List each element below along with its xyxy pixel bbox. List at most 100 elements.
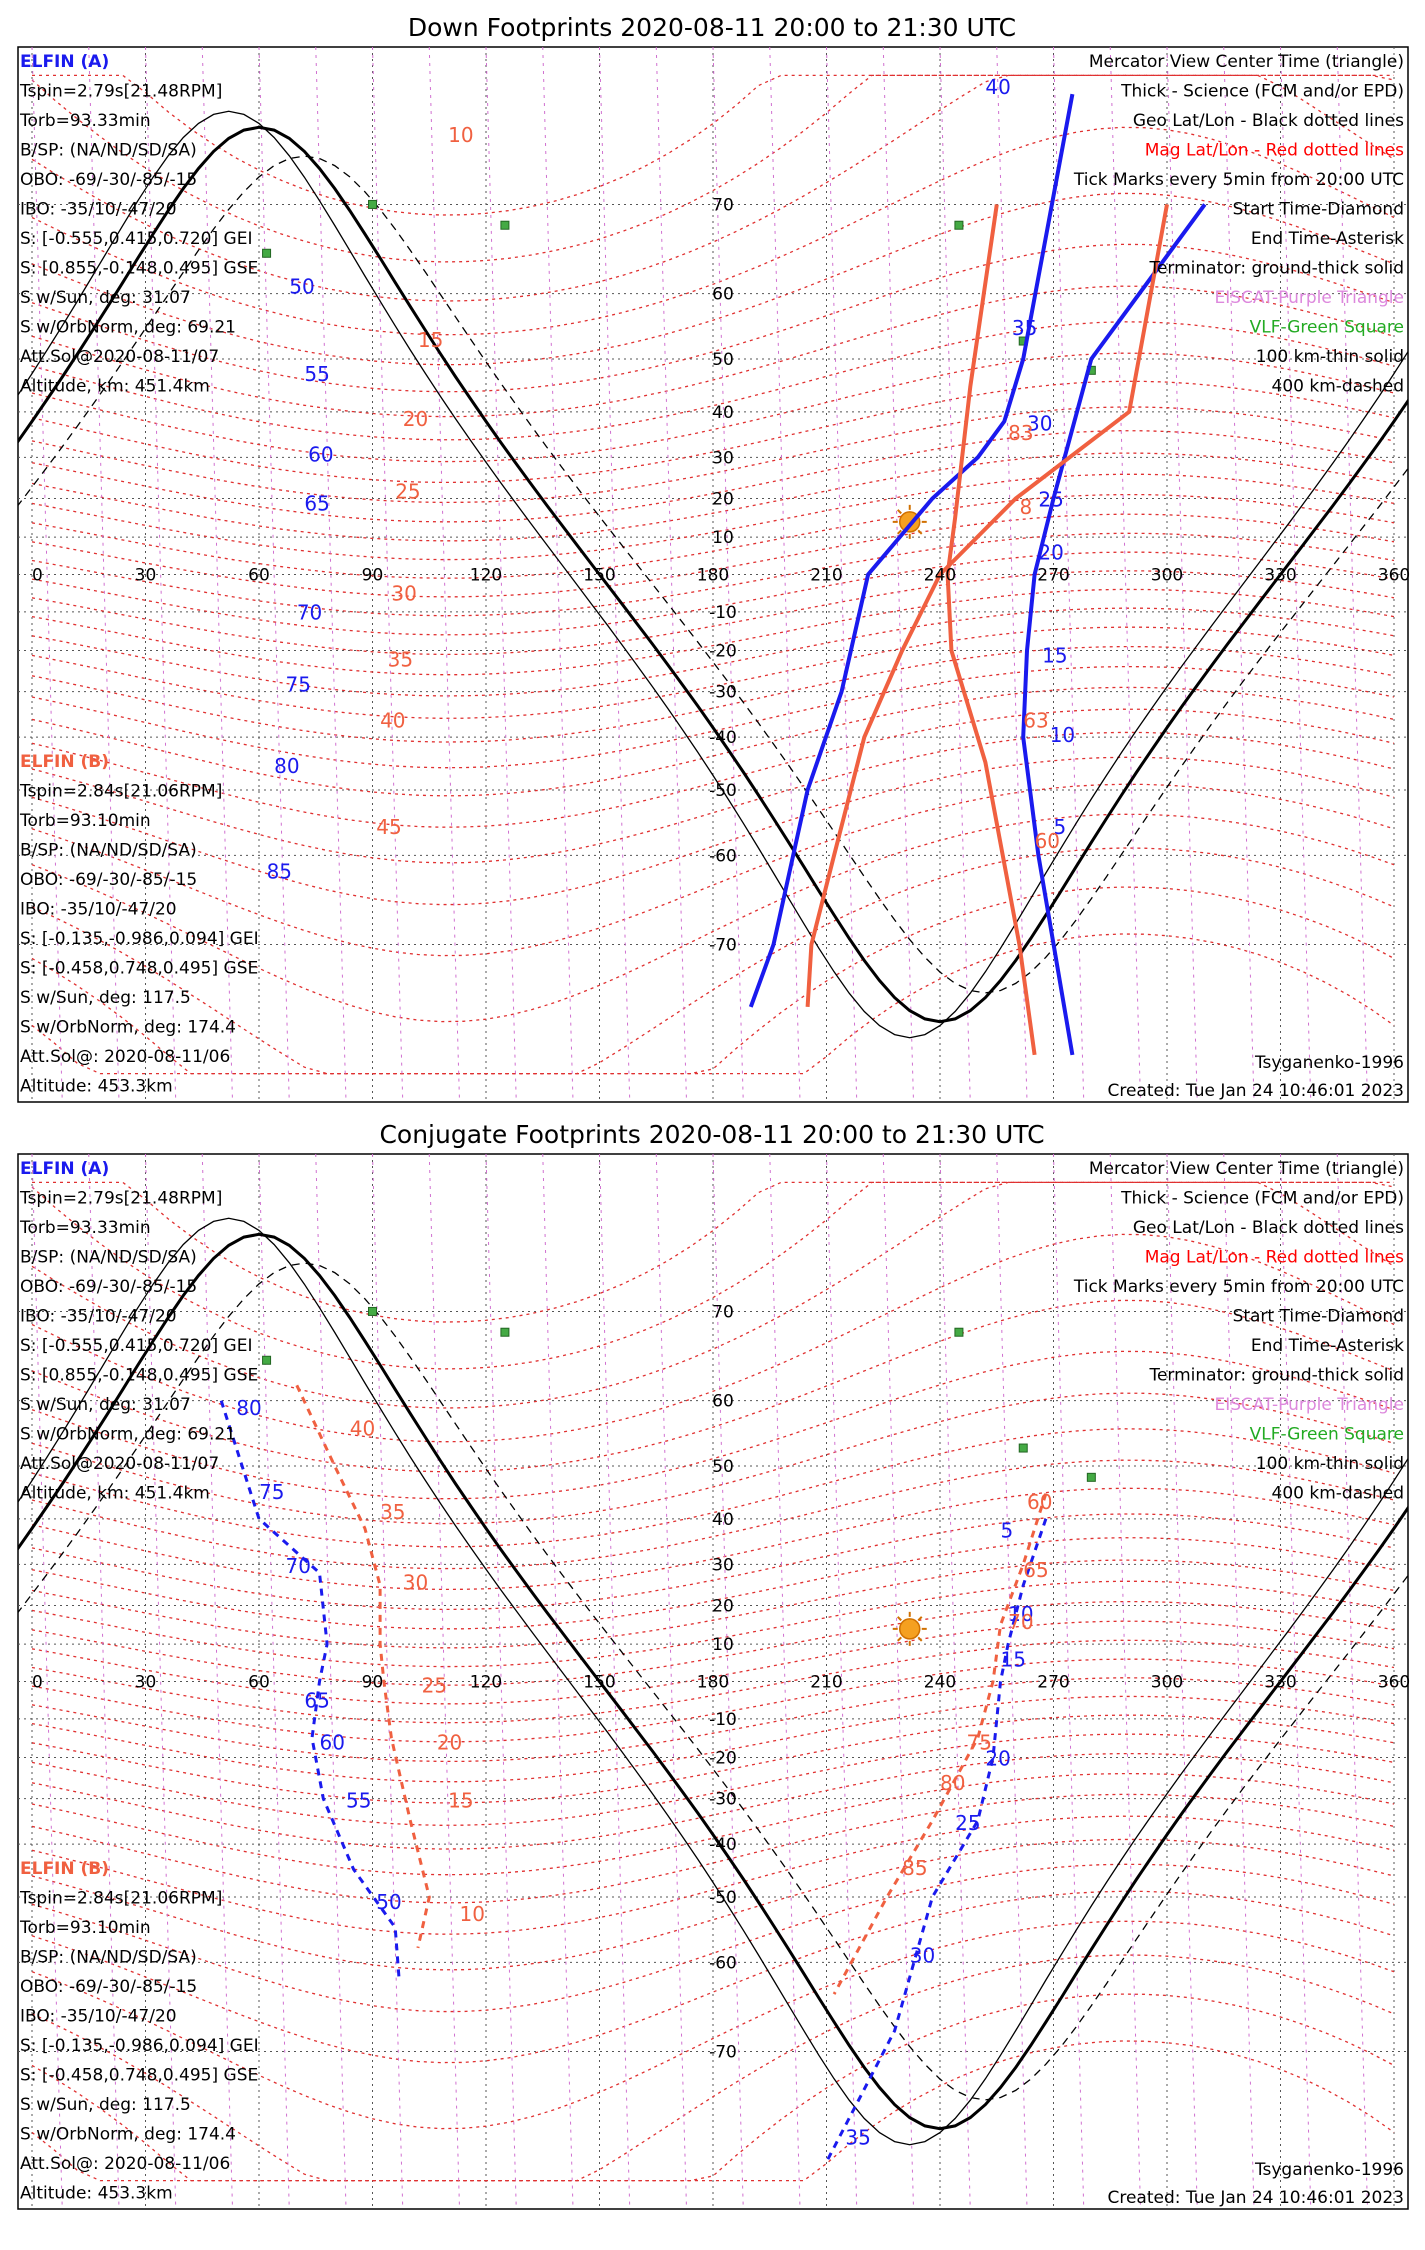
- elfin-a-tick-label: 15: [1001, 1648, 1026, 1672]
- lon-tick-label: 240: [924, 566, 956, 586]
- elfin-a-info-line: Torb=93.33min: [19, 111, 151, 131]
- lat-tick-label: 30: [712, 1555, 734, 1575]
- down-annotations: 5055606570758085403530252015105101520253…: [19, 52, 1410, 1101]
- sun-icon: [892, 1611, 927, 1646]
- legend-line: 400 km-dashed: [1272, 1484, 1404, 1504]
- vlf-station-square: [500, 1327, 510, 1337]
- mag-lat-line: [31, 74, 1395, 263]
- elfin-a-tick-label: 65: [304, 491, 329, 515]
- lon-tick-label: 180: [697, 566, 729, 586]
- legend-line: VLF-Green Square: [1250, 1425, 1404, 1445]
- legend-line: Geo Lat/Lon - Black dotted lines: [1133, 111, 1404, 131]
- elfin-a-info-line: S: [0.855,-0.148,0.495] GSE: [20, 1366, 258, 1386]
- lon-tick-label: 30: [135, 566, 157, 586]
- elfin-a-tick-label: 50: [376, 1890, 401, 1914]
- elfin-a-tick-label: 20: [1038, 541, 1063, 565]
- elfin-b-tick-label: 8: [1019, 495, 1032, 519]
- elfin-a-tick-label: 55: [346, 1788, 371, 1812]
- terminator-ground: [18, 1232, 1408, 2131]
- sun-disc: [898, 1618, 921, 1640]
- elfin-a-tick-label: 70: [285, 1554, 310, 1578]
- legend-line: Tick Marks every 5min from 20:00 UTC: [1073, 1277, 1404, 1297]
- lon-tick-label: 300: [1151, 566, 1183, 586]
- elfin-b-info-line: S w/OrbNorm, deg: 174.4: [20, 2125, 236, 2145]
- mag-lat-line: [31, 1181, 1395, 1370]
- elfin-b-tick-label: 10: [460, 1902, 485, 1926]
- mag-lat-line: [31, 1954, 1395, 2182]
- elfin-b-tick-label: 70: [1008, 1610, 1033, 1634]
- mag-lat-line: [31, 406, 1395, 504]
- mag-lat-line: [31, 847, 1395, 1075]
- terminator: [18, 110, 1408, 1039]
- sun-ray: [897, 1616, 902, 1622]
- elfin-b-track-west: [295, 1384, 431, 1949]
- terminator-100km: [18, 110, 1408, 1039]
- mag-lat-line: [31, 1459, 1395, 1570]
- elfin-b-info-line: S: [-0.458,0.748,0.495] GSE: [20, 959, 258, 979]
- elfin-a-info-line: Att.Sol@2020-08-11/07: [20, 1454, 219, 1474]
- elfin-b-tick-label: 15: [418, 328, 443, 352]
- legend-line: EISCAT-Purple Triangle: [1214, 288, 1404, 308]
- elfin-b-info-line: S: [-0.135,-0.986,0.094] GEI: [20, 2036, 259, 2056]
- elfin-b-track-east: [945, 204, 1037, 1056]
- mag-lat-line: [31, 1695, 1395, 1783]
- mag-lat-line: [31, 473, 1395, 561]
- legend-line: Geo Lat/Lon - Black dotted lines: [1133, 1218, 1404, 1238]
- elfin-b-tick-label: 25: [395, 480, 420, 504]
- elfin-a-tick-label: 60: [320, 1731, 345, 1755]
- mag-lat-line: [31, 551, 1395, 636]
- elfin-b-info-line: IBO: -35/10/-47/20: [20, 2007, 177, 2027]
- mag-lat-line: [31, 1772, 1395, 1876]
- mag-lat-line: [31, 1714, 1395, 1804]
- elfin-b-tick-label: 40: [350, 1416, 375, 1440]
- elfin-b-tick-label: 65: [1023, 1558, 1048, 1582]
- elfin-a-info-line: S: [0.855,-0.148,0.495] GSE: [20, 259, 258, 279]
- elfin-b-tick-label: 63: [1023, 709, 1048, 733]
- lon-tick-label: 0: [32, 1673, 43, 1693]
- elfin-b-tick-label: 25: [422, 1674, 447, 1698]
- elfin-a-info-line: S w/Sun, deg: 31.07: [20, 1395, 191, 1415]
- mag-lat-line: [31, 1620, 1395, 1705]
- conjugate-footprints-panel: Conjugate Footprints 2020-08-11 20:00 to…: [17, 1120, 1410, 2210]
- legend-line: Terminator: ground-thick solid: [1148, 259, 1404, 279]
- mag-lat-line: [31, 1639, 1395, 1724]
- lat-tick-label: -40: [709, 1835, 737, 1855]
- mag-lat-line: [31, 1677, 1395, 1763]
- down-footprints-panel: Down Footprints 2020-08-11 20:00 to 21:3…: [17, 13, 1410, 1103]
- vlf-station-square: [954, 1327, 964, 1337]
- mag-lat-line: [31, 532, 1395, 617]
- lat-tick-label: 70: [712, 1302, 734, 1322]
- elfin-b-tick-label: 45: [376, 815, 401, 839]
- lat-tick-label: 20: [712, 1597, 734, 1617]
- elfin-a-info-line: Torb=93.33min: [19, 1218, 151, 1238]
- elfin-a-tick-label: 35: [1012, 316, 1037, 340]
- model-label: Tsyganenko-1996: [1254, 1053, 1404, 1073]
- elfin-b-info-line: Att.Sol@: 2020-08-11/06: [20, 2154, 230, 2174]
- elfin-a-info-line: Altitude, km: 451.4km: [20, 1484, 210, 1504]
- conjugate-annotations: 8075706560555051015202530354035302520151…: [19, 1159, 1410, 2208]
- mag-lat-line: [31, 1487, 1395, 1591]
- vlf-station-square: [368, 1306, 377, 1316]
- elfin-a-tick-label: 15: [1042, 643, 1067, 667]
- elfin-a-label: ELFIN (A): [20, 1159, 109, 1179]
- elfin-b-info-line: Torb=93.10min: [19, 811, 151, 831]
- elfin-b-tick-label: 83: [1008, 421, 1033, 445]
- mag-lat-line: [31, 645, 1395, 743]
- lat-tick-label: -60: [709, 846, 737, 866]
- mag-lat-line: [31, 452, 1395, 542]
- mag-lat-line: [31, 1559, 1395, 1649]
- lon-tick-label: 210: [810, 1673, 842, 1693]
- lon-tick-label: 90: [362, 1673, 384, 1693]
- mag-lat-line: [31, 1513, 1395, 1611]
- lon-tick-label: 60: [248, 566, 270, 586]
- terminator: [18, 1217, 1408, 2146]
- sun-ray: [917, 1636, 923, 1642]
- legend-line: Mercator View Center Time (triangle): [1089, 1159, 1404, 1179]
- terminator-ground: [18, 125, 1408, 1024]
- elfin-a-info-line: Tspin=2.79s[21.48RPM]: [19, 1189, 222, 1209]
- mag-lat-line: [31, 1793, 1395, 1904]
- mag-lat-line: [31, 493, 1395, 579]
- lat-tick-label: 10: [712, 528, 734, 548]
- elfin-a-info-line: OBO: -69/-30/-85/-15: [20, 170, 197, 190]
- lat-tick-label: -20: [709, 641, 737, 661]
